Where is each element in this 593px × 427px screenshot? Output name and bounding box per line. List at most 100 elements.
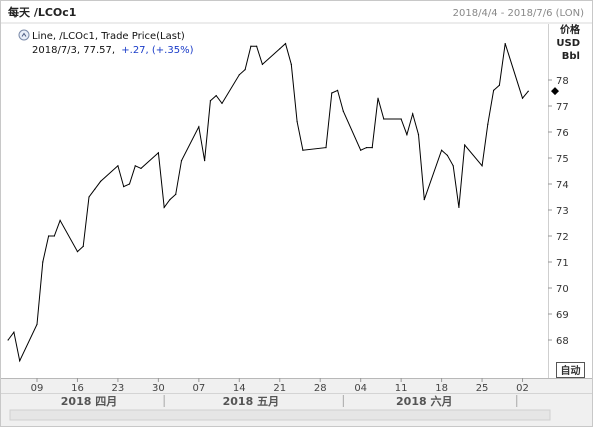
- data-point: [481, 165, 483, 167]
- data-point: [180, 160, 183, 162]
- x-tick-label: 28: [314, 383, 327, 394]
- month-axis: 2018 四月 2018 五月 2018 六月: [61, 394, 518, 408]
- data-point: [342, 110, 344, 112]
- x-tick-label: 11: [395, 383, 408, 394]
- data-point: [521, 97, 524, 99]
- data-point: [198, 126, 200, 128]
- data-point: [94, 188, 96, 190]
- data-point: [302, 149, 304, 151]
- unit-label-price: 价格: [560, 23, 581, 36]
- data-point: [244, 69, 246, 71]
- data-point: [365, 147, 368, 149]
- data-point: [452, 165, 454, 167]
- data-point: [423, 199, 425, 201]
- data-point: [76, 251, 79, 253]
- data-point: [47, 235, 50, 237]
- y-axis: 78 77 76 75 74 73 72 71 70 69 68: [548, 76, 569, 347]
- x-tick-label: 16: [71, 383, 84, 394]
- data-point: [360, 149, 362, 151]
- data-point: [279, 48, 281, 50]
- data-point: [140, 167, 142, 169]
- y-tick-label: 73: [556, 206, 569, 217]
- data-point: [296, 121, 298, 123]
- legend[interactable]: Line, /LCOc1, Trade Price(Last) 2018/7/3…: [18, 29, 194, 56]
- data-point: [325, 147, 327, 149]
- month-label: 2018 五月: [223, 395, 279, 408]
- data-point: [458, 206, 460, 208]
- time-scrollbar[interactable]: [9, 409, 551, 421]
- data-point: [88, 196, 90, 198]
- data-point: [504, 43, 506, 45]
- y-tick-label: 70: [556, 284, 569, 295]
- data-point: [7, 339, 9, 341]
- data-point: [13, 331, 15, 333]
- series-line-lcoc1: [7, 42, 529, 363]
- auto-scale-button[interactable]: 自动: [556, 362, 585, 378]
- legend-toggle-icon[interactable]: [18, 29, 30, 41]
- data-point: [82, 245, 84, 247]
- data-point: [290, 63, 292, 65]
- data-point: [175, 193, 177, 195]
- auto-scale-button-label[interactable]: 自动: [561, 364, 581, 377]
- x-tick-label: 23: [112, 383, 125, 394]
- x-tick-label: 25: [476, 383, 489, 394]
- data-point: [498, 84, 500, 86]
- data-point: [446, 154, 448, 156]
- data-point: [209, 100, 211, 102]
- last-value-diamond: [551, 87, 559, 96]
- data-point: [19, 360, 21, 362]
- data-point: [250, 45, 252, 47]
- data-point: [163, 206, 165, 208]
- date-range: 2018/4/4 - 2018/7/6 (LON): [453, 8, 584, 19]
- data-point: [36, 323, 38, 325]
- data-point: [99, 180, 102, 182]
- x-tick-label: 14: [233, 383, 246, 394]
- data-point: [238, 74, 240, 76]
- data-point: [157, 152, 159, 154]
- data-point: [383, 118, 385, 120]
- y-tick-label: 78: [556, 76, 569, 87]
- chart-title: 每天 /LCOc1: [8, 5, 76, 19]
- data-point: [406, 134, 408, 136]
- unit-label-bbl: Bbl: [562, 51, 580, 62]
- data-point: [204, 160, 206, 162]
- series-layer: [7, 42, 529, 363]
- data-point: [527, 90, 529, 92]
- y-tick-label: 72: [556, 232, 569, 243]
- x-axis: 09 16 23 30 07 14 21 28 04 11 18 25 02: [31, 378, 529, 394]
- y-tick-label: 76: [556, 128, 569, 139]
- data-point: [256, 45, 258, 47]
- y-tick-label: 68: [556, 336, 569, 347]
- x-tick-label: 04: [354, 383, 367, 394]
- month-label: 2018 六月: [396, 394, 452, 408]
- data-point: [331, 92, 333, 94]
- data-point: [134, 165, 136, 167]
- data-point: [117, 165, 119, 167]
- x-tick-label: 09: [31, 383, 44, 394]
- y-tick-label: 69: [556, 310, 569, 321]
- data-point: [42, 261, 44, 263]
- x-tick-label: 30: [152, 383, 165, 394]
- data-point: [261, 63, 264, 65]
- legend-series-label: Line, /LCOc1, Trade Price(Last): [32, 31, 185, 42]
- data-point: [53, 235, 55, 237]
- x-tick-label: 18: [435, 383, 448, 394]
- data-point: [417, 134, 420, 136]
- auto-scale-button-box[interactable]: [556, 362, 585, 378]
- data-point: [377, 97, 379, 99]
- month-label: 2018 四月: [61, 395, 117, 408]
- data-point: [59, 219, 61, 221]
- last-value-marker: [551, 87, 559, 96]
- data-point: [336, 89, 339, 91]
- x-tick-label: 02: [516, 383, 529, 394]
- x-tick-label: 21: [273, 383, 286, 394]
- legend-last-value: 2018/7/3, 77.57,: [32, 45, 115, 56]
- legend-change: +.27, (+.35%): [121, 45, 193, 56]
- data-point: [221, 102, 223, 104]
- data-point: [215, 95, 217, 97]
- y-tick-label: 77: [556, 102, 569, 113]
- data-point: [169, 199, 171, 201]
- data-point: [371, 147, 373, 149]
- data-point: [441, 149, 443, 151]
